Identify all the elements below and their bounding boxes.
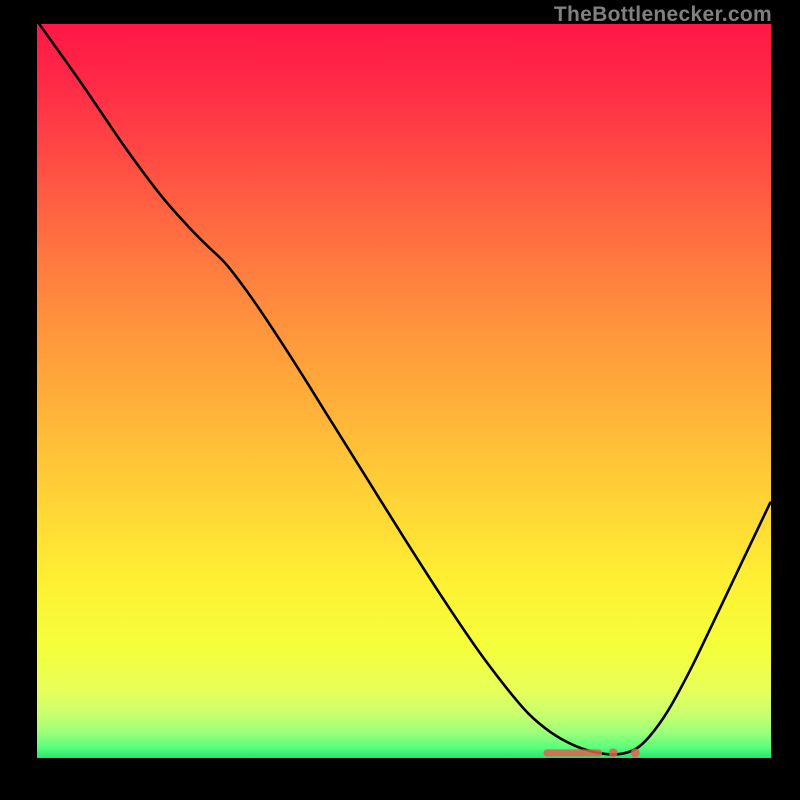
marker-dot [609, 748, 618, 757]
stage: TheBottlenecker.com [0, 0, 800, 800]
chart-svg [0, 0, 800, 800]
marker-bar [543, 749, 602, 756]
plot-background [37, 24, 771, 758]
watermark-text: TheBottlenecker.com [554, 3, 772, 27]
marker-dot [631, 748, 640, 757]
